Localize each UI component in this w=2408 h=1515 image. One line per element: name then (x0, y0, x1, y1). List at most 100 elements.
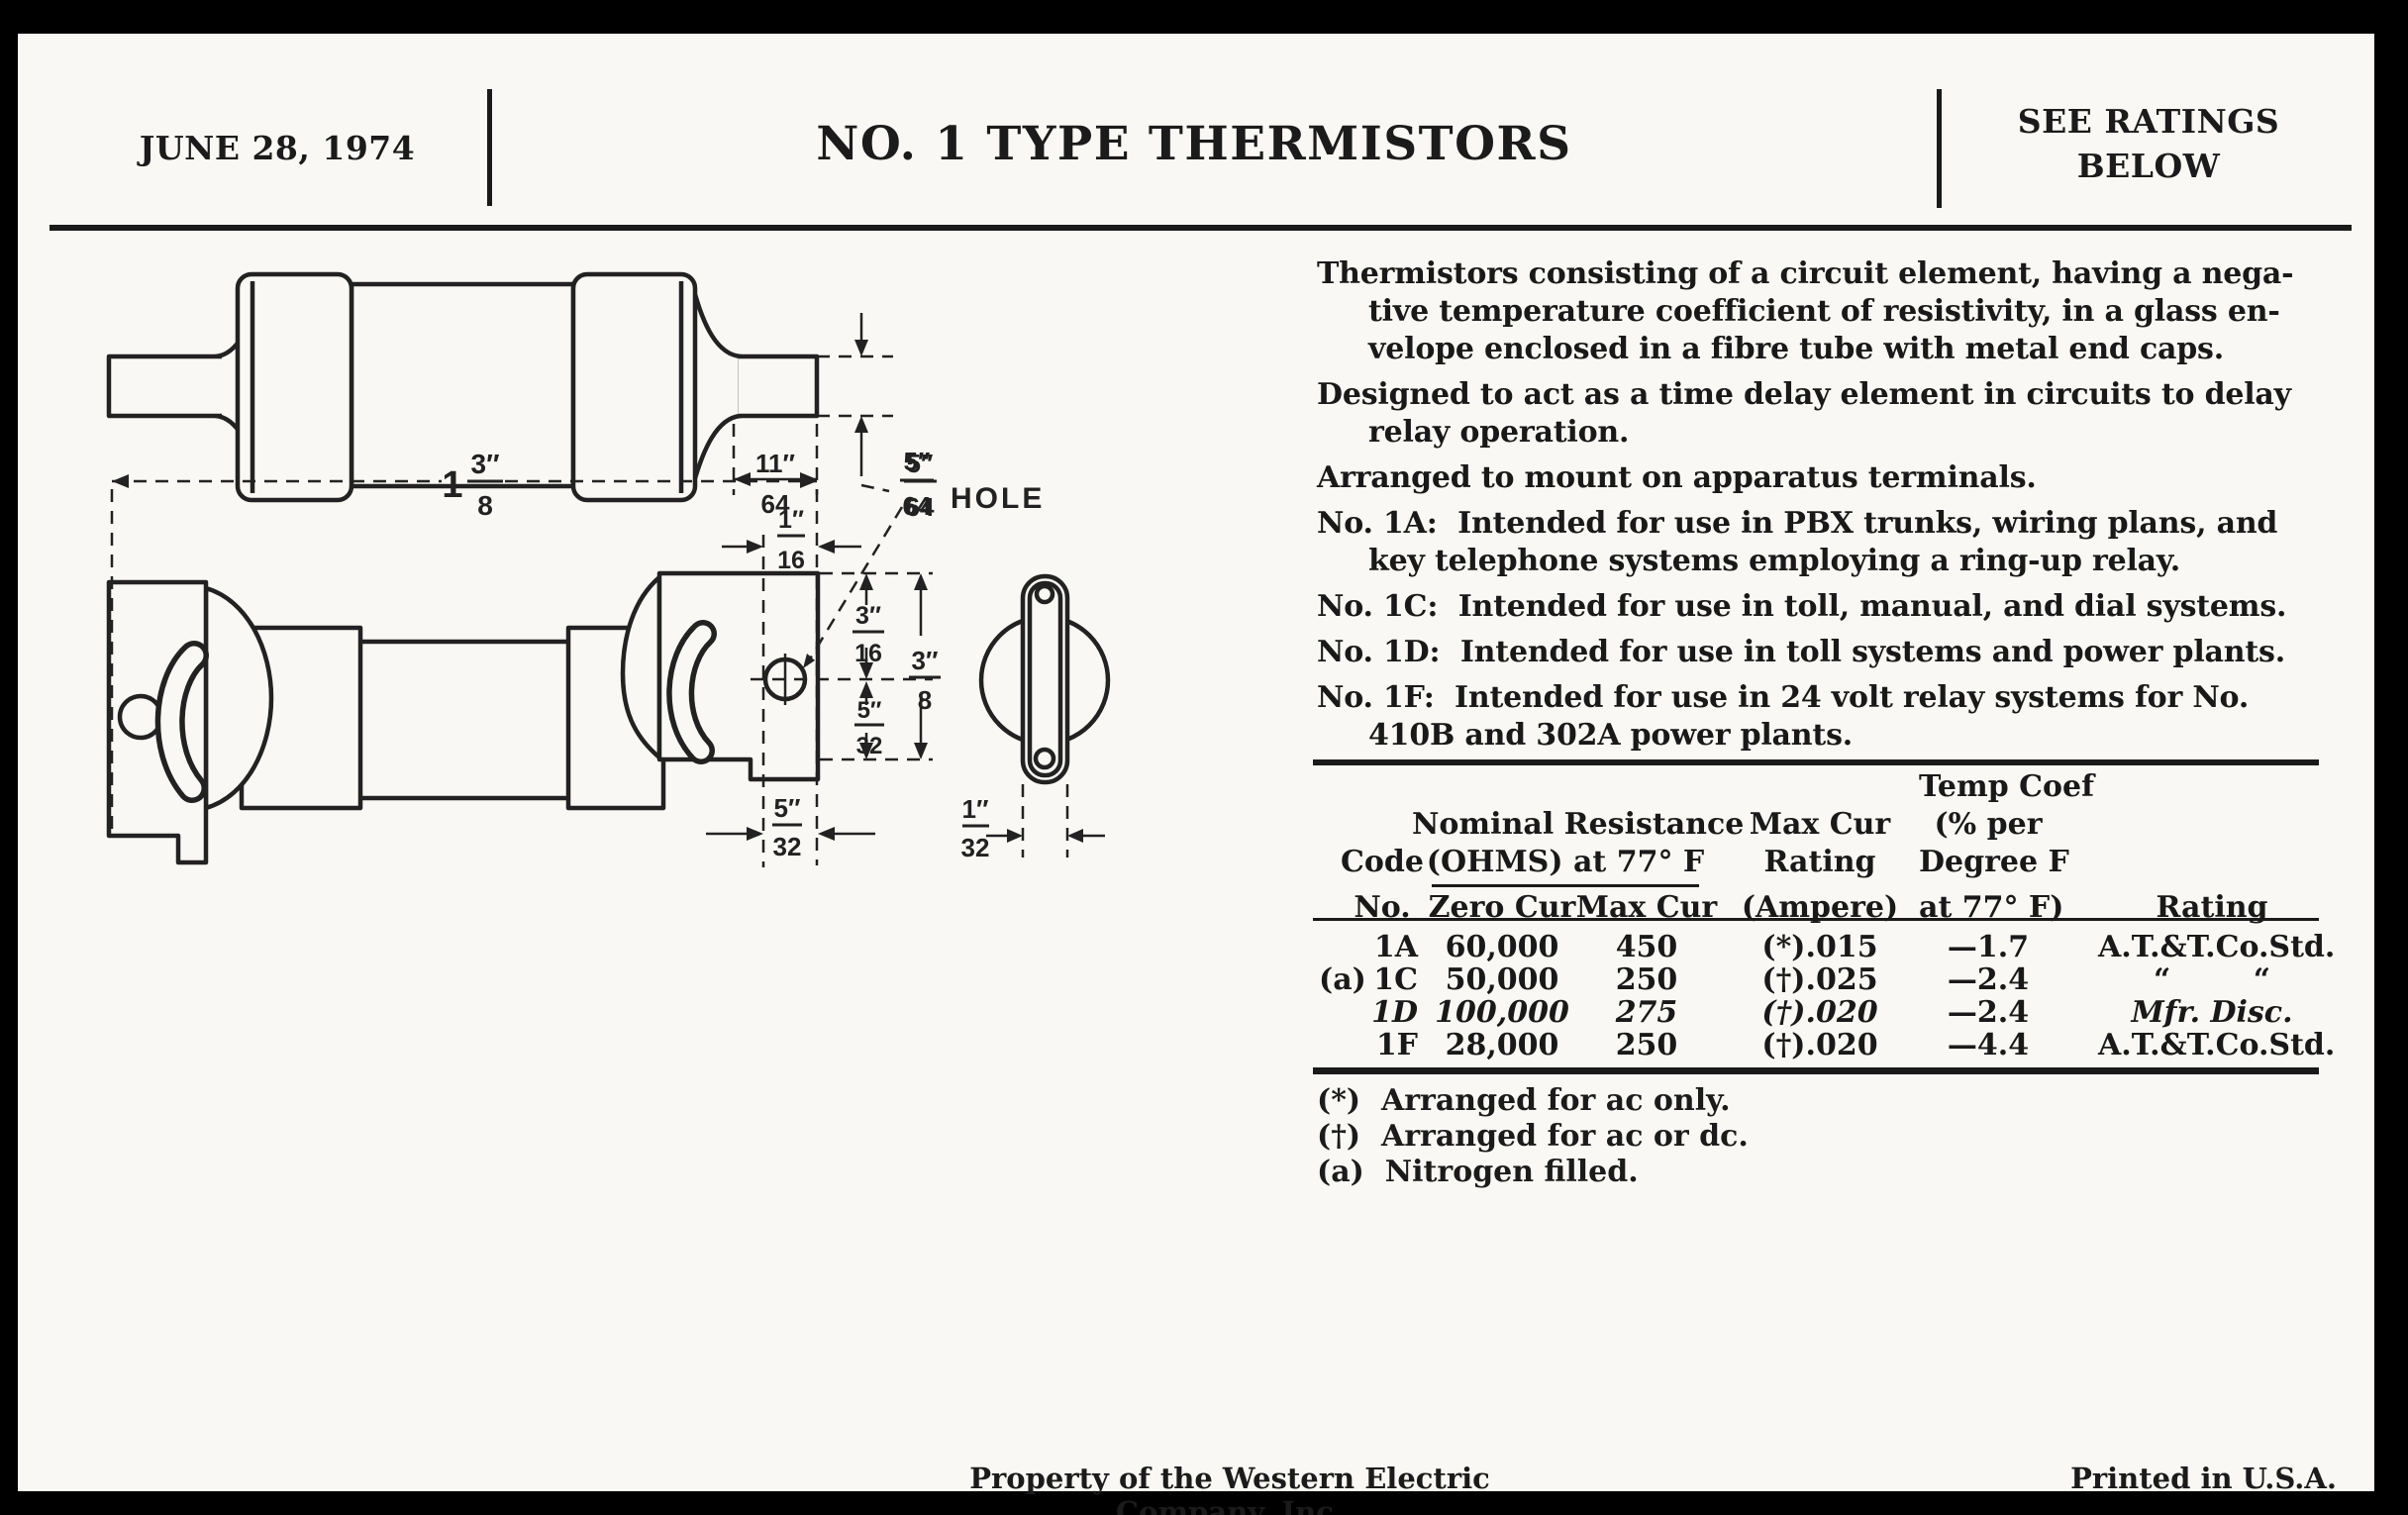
left-tab-hole (117, 693, 164, 741)
thermistor-end-view-drawing (978, 573, 1111, 785)
cell-max: 275 (1615, 995, 1678, 1030)
footer-printed-notice: Printed in U.S.A. (2070, 1462, 2337, 1495)
footnotes-block: (*) Arranged for ac only. (†) Arranged f… (1317, 1083, 1749, 1190)
dim-thick-num: 1″ (962, 794, 989, 824)
dim-hole-num: 5″ (907, 449, 934, 478)
cell-coef: —1.7 (1947, 930, 2030, 964)
dim-lead-thick-num: 5″ (904, 447, 931, 476)
side-view-tube (349, 281, 576, 489)
paragraph: No. 1A: Intended for use in PBX trunks, … (1317, 505, 2337, 580)
cell-code: 1C (1373, 962, 1418, 997)
cell-max: 450 (1615, 930, 1678, 964)
description-block: Thermistors consisting of a circuit elem… (1317, 255, 2337, 762)
dim-lower-den: 32 (856, 733, 883, 759)
cell-rating: A.T.&T.Co.Std. (2098, 1028, 2336, 1062)
footnote-ac-or-dc: (†) Arranged for ac or dc. (1317, 1119, 1749, 1154)
end-view-top-hole (1034, 583, 1055, 605)
cell-rating-ditto: “ “ (2153, 962, 2271, 997)
paragraph-line: No. 1F: Intended for use in 24 volt rela… (1317, 680, 2250, 715)
terminal-slots (154, 620, 717, 803)
cell-code: 1A (1373, 930, 1418, 964)
thermistor-side-view-drawing (106, 271, 820, 503)
page-title: NO. 1 TYPE THERMISTORS (816, 117, 1572, 171)
cell-zero: 100,000 (1435, 995, 1569, 1030)
cell-code: 1F (1375, 1028, 1418, 1062)
footer-property-notice: Property of the Western Electric Company… (969, 1462, 1490, 1515)
dim-upper-den: 16 (854, 640, 882, 667)
dimension-arrowheads (112, 340, 1083, 843)
front-view-left-dome (203, 585, 274, 811)
dim-edge-den: 16 (777, 547, 805, 574)
dim-notch-den: 32 (773, 832, 802, 861)
paragraph-line: Designed to act as a time delay element … (1317, 377, 2291, 412)
col-header-tempcoef: Temp Coef (1919, 769, 2095, 804)
ratings-note-line1: SEE RATINGS (2017, 102, 2280, 141)
table-rule-mid (1313, 918, 2319, 921)
paragraph-line: velope enclosed in a fibre tube with met… (1368, 332, 2224, 366)
cell-max: 250 (1615, 1028, 1678, 1062)
dim-thick-den: 32 (961, 833, 990, 862)
document-page: JUNE 28, 1974 NO. 1 TYPE THERMISTORS SEE… (18, 34, 2374, 1515)
paragraph: Designed to act as a time delay element … (1317, 376, 2337, 452)
col-header-code: Code (1341, 845, 1424, 879)
cell-rating: Mfr. Disc. (2131, 995, 2293, 1030)
paragraph-line: tive temperature coefficient of resistiv… (1368, 294, 2280, 329)
side-view-left-cap (235, 271, 354, 503)
header-divider-left (487, 89, 492, 206)
col-header-degree: Degree F (1919, 845, 2069, 879)
cell-coef: —2.4 (1947, 962, 2030, 997)
dim-height-den: 8 (918, 685, 932, 715)
dim-hole-den: 64 (906, 492, 935, 522)
paragraph: No. 1F: Intended for use in 24 volt rela… (1317, 679, 2337, 755)
cell-rating: A.T.&T.Co.Std. (2098, 930, 2336, 964)
paragraph: Thermistors consisting of a circuit elem… (1317, 255, 2337, 368)
dim-overall-whole: 1 (442, 464, 462, 506)
dimension-lines (110, 354, 1069, 867)
side-view-left-lead (106, 354, 222, 419)
dimension-shafts (467, 313, 1105, 838)
paragraph: Arranged to mount on apparatus terminals… (1317, 459, 2337, 497)
end-view-tab-inner (1027, 580, 1063, 778)
table-rule-bottom (1313, 1067, 2319, 1074)
ratings-note-line2: BELOW (2076, 147, 2221, 185)
front-view-tube (353, 639, 576, 801)
dim-lead-length-num: 11″ (755, 449, 795, 478)
ratings-table: Temp Coef Nominal Resistance Max Cur (% … (1313, 759, 2335, 1076)
nominal-underline (1432, 884, 1699, 887)
cell-zero: 28,000 (1445, 1028, 1559, 1062)
footnote-ac-only: (*) Arranged for ac only. (1317, 1083, 1731, 1118)
paragraph: No. 1D: Intended for use in toll systems… (1317, 634, 2337, 671)
cell-amp: (†).025 (1761, 962, 1878, 997)
dim-lower-num: 5″ (857, 697, 882, 724)
front-view-right-dome (620, 574, 662, 760)
cell-prefix: (a) (1319, 962, 1366, 997)
col-header-rating-amp: Rating (1763, 845, 1876, 879)
cell-coef: —2.4 (1947, 995, 2030, 1030)
header-rule (50, 225, 2352, 231)
dim-overall-den: 8 (477, 490, 493, 521)
end-view-tab-outer (1020, 573, 1070, 785)
dimension-labels: 11″ 64 5″ 64 1 3″ 8 1″ 16 5″ 64 HOLE 3″ … (442, 447, 1045, 862)
paragraph-line: No. 1A: Intended for use in PBX trunks, … (1317, 506, 2278, 541)
document-date: JUNE 28, 1974 (139, 129, 416, 167)
col-header-ohms: (OHMS) at 77° F (1426, 845, 1705, 879)
paragraph-line: key telephone systems employing a ring-u… (1368, 544, 2180, 578)
cell-amp: (†).020 (1761, 1028, 1878, 1062)
col-header-maxcur: Max Cur (1749, 807, 1891, 842)
footnote-nitrogen: (a) Nitrogen filled. (1317, 1155, 1639, 1189)
cell-code: 1D (1371, 995, 1418, 1030)
cell-amp: (†).020 (1761, 995, 1878, 1030)
cell-zero: 50,000 (1445, 962, 1559, 997)
paragraph-line: No. 1D: Intended for use in toll systems… (1317, 635, 2285, 669)
thermistor-technical-drawings: 11″ 64 5″ 64 1 3″ 8 1″ 16 5″ 64 HOLE 3″ … (106, 271, 1111, 867)
side-view-right-lead (739, 354, 820, 419)
hole-callout-label: HOLE (951, 482, 1045, 515)
dim-upper-num: 3″ (855, 602, 881, 630)
side-view-right-cap (570, 271, 698, 503)
end-view-bottom-hole (1033, 747, 1056, 770)
dim-lead-thick-den: 64 (903, 491, 932, 521)
paragraph-line: No. 1C: Intended for use in toll, manual… (1317, 589, 2287, 624)
dim-edge-num: 1″ (778, 506, 804, 534)
paragraph-line: 410B and 302A power plants. (1368, 718, 1853, 753)
paragraph-line: relay operation. (1368, 415, 1630, 450)
